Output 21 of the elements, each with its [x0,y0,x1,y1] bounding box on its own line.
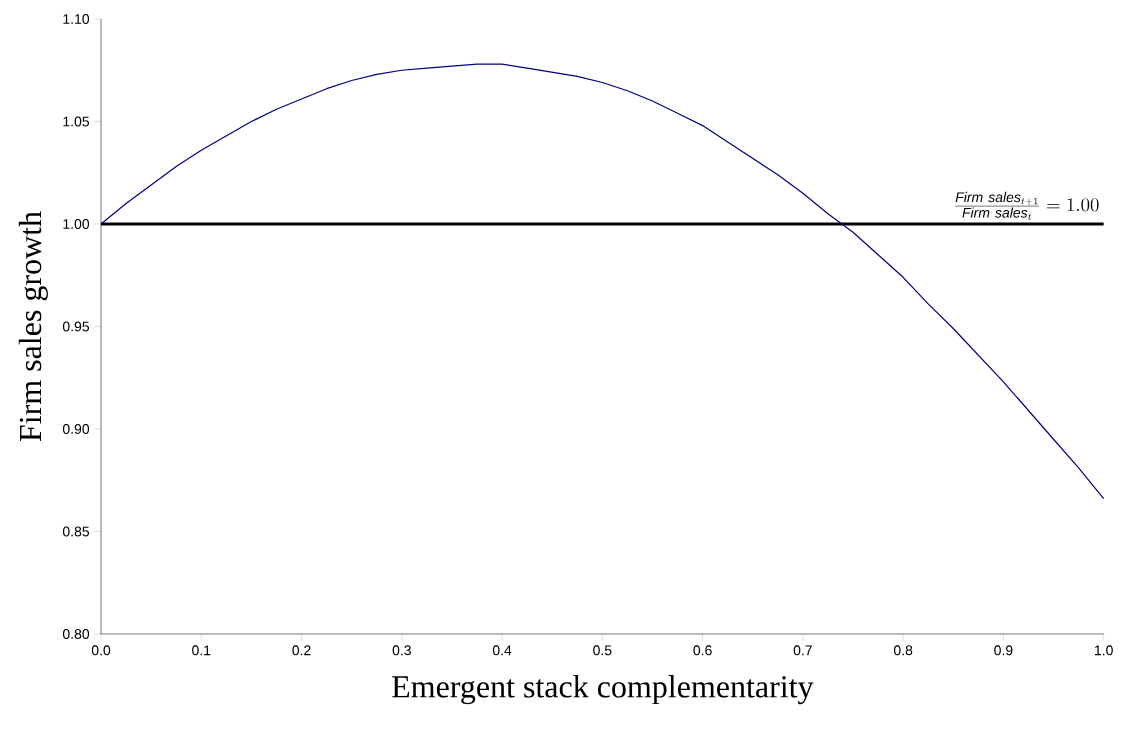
y-tick-label: 0.90 [62,424,90,434]
y-tick-label: 0.80 [62,629,90,639]
y-tick-label: 0.95 [62,321,90,332]
x-axis-title: Emergent stack complementarity [392,675,814,705]
x-tick-label: 0.2 [292,645,311,656]
x-tick-label: 1.0 [1095,645,1113,656]
x-tick-label: 0.8 [893,645,913,656]
x-tick-label: 0.9 [994,645,1013,656]
x-tick-label: 0.6 [693,645,712,656]
x-tick-label: 0.1 [192,645,211,656]
y-tick-label: 1.05 [63,116,90,127]
ref-line-label: $\frac{\mathit{Firm\ sales}_{t+1}}{\mathit{Firm\ sales}_{t}}=1.00$ [955,191,1099,220]
x-tick-label: 0.4 [492,645,512,656]
x-tick-label: 0.5 [593,645,612,656]
y-tick-label: 0.85 [62,526,90,537]
x-tick-label: 0.7 [793,645,812,656]
y-axis-title: Firm sales growth [18,211,48,442]
y-tick-label: 1.00 [63,219,90,229]
x-tick-label: 0.3 [392,645,411,656]
y-tick-label: 1.10 [63,14,90,24]
x-tick-label: 0.0 [91,645,111,656]
